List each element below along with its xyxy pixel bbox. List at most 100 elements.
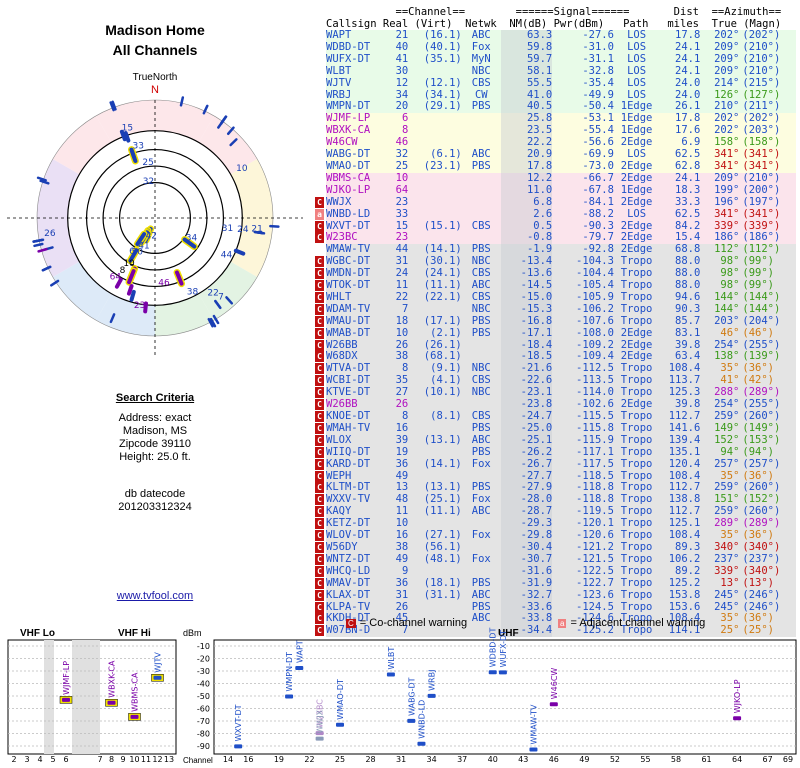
table-row[interactable]: WUFX-DT 41 (35.1) MyN 59.7 -31.1 LOS 24.1 209° (2… — [326, 52, 796, 66]
table-row[interactable]: KTVE-DT C 27 (10.1) NBC -23.1 -114.0 Tropo 125.3… — [315, 386, 796, 400]
station-label: WXVT-DT — [234, 704, 243, 741]
table-row[interactable]: W26BB C 26 (26.1) -18.4 -109.2 2Edge 39.8 254° (2… — [315, 339, 796, 352]
criteria-heading: Search Criteria — [115, 392, 195, 404]
table-row[interactable]: KARD-DT C 36 (14.1) Fox -26.7 -117.5 Tropo 120.4… — [315, 458, 796, 471]
table-cell-mag: (204°) — [742, 314, 781, 327]
table-row[interactable]: WMAH-TV C 16 PBS -25.0 -115.8 Tropo 141.6 149° (1… — [315, 422, 796, 435]
table-cell-az: 254° — [714, 398, 740, 411]
spectrum-station[interactable]: WJMF-LP — [59, 661, 73, 704]
spectrum-station[interactable]: WJTV — [151, 652, 164, 682]
table-row[interactable]: WLOV-DT C 16 (27.1) Fox -29.8 -120.6 Tropo 108.4… — [315, 529, 796, 542]
spectrum-station[interactable]: WNBD-LD — [417, 700, 426, 746]
table-row[interactable]: WDBD-DT 40 (40.1) Fox 59.8 -31.0 LOS 24.1 209° (2… — [326, 41, 796, 54]
table-row[interactable]: WMAB-DT C 10 (2.1) PBS -17.1 -108.0 2Edge 83.1 46… — [315, 327, 796, 340]
table-row[interactable]: W68DX C 38 (68.1) -18.5 -109.4 2Edge 63.4 138° (1… — [315, 351, 796, 364]
spectrum-station[interactable]: WAPT — [295, 640, 304, 670]
table-cell-pwr: -31.1 — [582, 52, 614, 65]
table-row[interactable]: WJMF-LP 6 25.8 -53.1 1Edge 17.8 202° (202°) — [326, 112, 796, 126]
table-row[interactable]: WLBT 30 NBC 58.1 -32.8 LOS 24.1 209° (210°) — [326, 65, 796, 78]
table-row[interactable]: WABG-DT 32 (6.1) ABC 20.9 -69.9 LOS 62.5 341° (34… — [326, 148, 796, 161]
table-cell-virt — [408, 447, 461, 459]
adjacent-channel-text: = Adjacent channel warning — [570, 617, 706, 629]
table-row[interactable]: KLTM-DT C 13 (13.1) PBS -27.9 -118.8 Tropo 112.7… — [315, 482, 796, 495]
table-cell-cs: WTVA-DT C — [315, 362, 388, 375]
table-cell-path: 2Edge — [620, 159, 653, 172]
table-row[interactable]: WWJX C 23 6.8 -84.1 2Edge 33.3 196° (197°) — [315, 196, 796, 209]
co-channel-warning-icon: C — [315, 506, 324, 518]
table-row[interactable]: WAPT 21 (16.1) ABC 63.3 -27.6 LOS 17.8 202° (202°… — [326, 29, 796, 42]
table-row[interactable]: WMAU-DT C 18 (17.1) PBS -16.8 -107.6 Tropo 85.7 2… — [315, 314, 796, 328]
table-row[interactable]: WNTZ-DT C 49 (48.1) Fox -30.7 -121.5 Tropo 106.2… — [315, 553, 796, 566]
table-row[interactable]: WJTV 12 (12.1) CBS 55.5 -35.4 LOS 24.0 214° (215°… — [326, 77, 796, 90]
table-cell-miles: 17.6 — [675, 124, 701, 137]
table-cell-virt — [408, 185, 461, 197]
spectrum-station[interactable]: WMPN-DT — [285, 652, 294, 699]
table-row[interactable]: KETZ-DT C 10 -29.3 -120.1 Tropo 125.1 289° (289°… — [315, 517, 796, 531]
table-row[interactable]: WMAW-TV 44 (14.1) PBS -1.9 -92.8 2Edge 68.8 112°… — [326, 243, 796, 257]
table-cell-pwr: -92.8 — [582, 243, 614, 256]
spectrum-station[interactable]: WBMS-CA — [128, 672, 141, 721]
co-channel-warning-icon: C — [315, 339, 324, 351]
table-row[interactable]: KAQY C 11 (11.1) ABC -28.7 -119.5 Tropo 112.7 259… — [315, 505, 796, 519]
spectrum-station[interactable]: W23BC — [315, 699, 325, 736]
table-cell-pwr: -50.4 — [582, 100, 614, 113]
table-cell-miles: 113.7 — [668, 374, 701, 387]
table-row[interactable]: WXXV-TV C 48 (25.1) Fox -28.0 -118.8 Tropo 138.8… — [315, 493, 796, 507]
table-row[interactable]: W56DY C 38 (56.1) -30.4 -121.2 Tropo 89.3 340° (3… — [315, 541, 796, 554]
spectrum-station[interactable]: WABG-DT — [407, 677, 416, 723]
spectrum-station[interactable]: WMAO-DT — [336, 679, 345, 727]
channel-tick-label: 52 — [610, 755, 620, 764]
table-row[interactable]: WMPN-DT 20 (29.1) PBS 40.5 -50.4 1Edge 26.1 210°… — [326, 100, 796, 114]
spectrum-station[interactable]: WRBJ — [427, 670, 437, 698]
table-row[interactable]: WIIQ-DT C 19 PBS -26.2 -117.1 Tropo 135.1 94° (94… — [315, 446, 796, 459]
table-cell-net: PBS — [471, 600, 491, 613]
spectrum-station[interactable]: WJKO-LP — [733, 679, 742, 721]
table-cell-mag: (127°) — [742, 88, 781, 101]
spectrum-station[interactable]: WDBD-DT — [488, 627, 498, 675]
table-row[interactable]: W26BB C 26 -23.8 -102.6 2Edge 39.8 254° (255°) — [315, 398, 796, 411]
table-row[interactable]: WGBC-DT C 31 (30.1) NBC -13.4 -104.3 Tropo 88.0 9… — [315, 255, 796, 269]
table-row[interactable]: KNOE-DT C 8 (8.1) CBS -24.7 -115.5 Tropo 112.7 25… — [315, 410, 796, 423]
table-cell-az: 144° — [714, 290, 740, 303]
table-row[interactable]: WTVA-DT C 8 (9.1) NBC -21.6 -112.5 Tropo 108.4 35… — [315, 362, 796, 376]
table-cell-nm: 63.3 — [500, 29, 553, 42]
table-row[interactable]: W07BN-D C 7 -34.4 -125.2 Tropo 114.1 25° (25°) — [315, 624, 796, 638]
spectrum-station[interactable]: WBXK-CA — [105, 660, 118, 707]
table-row[interactable]: KLPA-TV C 26 PBS -33.6 -124.5 Tropo 153.6 245° (2… — [315, 600, 796, 614]
table-row[interactable]: W46CW 46 22.2 -56.6 2Edge 6.9 158° (158°) — [326, 136, 796, 150]
table-row[interactable]: WHCQ-LD C 9 -31.6 -122.5 Tropo 89.2 339° (340°) — [315, 565, 796, 578]
table-row[interactable]: WXVT-DT C 15 (15.1) CBS 0.5 -90.3 2Edge 84.2 339°… — [315, 219, 796, 233]
table-row[interactable]: WHLT C 22 (22.1) CBS -15.0 -105.9 Tropo 94.6 144°… — [315, 290, 796, 304]
table-row[interactable]: WBXK-CA 8 23.5 -55.4 1Edge 17.6 202° (203°) — [326, 124, 796, 138]
table-row[interactable]: WRBJ 34 (34.1) CW 41.0 -49.9 LOS 24.0 126° (127°) — [326, 88, 796, 102]
table-row[interactable]: WEPH C 49 -27.7 -118.5 Tropo 108.4 35° (36°) — [315, 470, 796, 483]
spectrum-station[interactable]: WWJX — [315, 709, 325, 741]
table-row[interactable]: WMDN-DT C 24 (24.1) CBS -13.6 -104.4 Tropo 88.0 9… — [315, 267, 796, 281]
table-row[interactable]: WJKO-LP 64 11.0 -67.8 1Edge 18.3 199° (200°) — [326, 184, 796, 197]
spectrum-station[interactable]: W46CW — [549, 668, 559, 707]
table-row[interactable]: WNBD-LD a 33 2.6 -88.2 LOS 62.5 341° (341°) — [315, 208, 796, 221]
table-row[interactable]: WCBI-DT C 35 (4.1) CBS -22.6 -113.5 Tropo 113.7 4… — [315, 374, 796, 388]
table-row[interactable]: W23BC C 23 -0.8 -79.7 2Edge 15.4 186° (186°) — [315, 232, 796, 245]
table-cell-real: 15 — [395, 219, 409, 232]
spectrum-station[interactable]: WLBT — [386, 647, 396, 677]
table-row[interactable]: WMAO-DT 25 (23.1) PBS 17.8 -73.0 2Edge 62.8 341°… — [326, 159, 796, 173]
table-row[interactable]: KLAX-DT C 31 (31.1) ABC -32.7 -123.6 Tropo 153.8… — [315, 589, 796, 602]
table-cell-real: 36 — [395, 576, 409, 589]
spectrum-station[interactable]: WUFX-DT — [498, 630, 508, 675]
table-cell-cs: WCBI-DT C — [315, 374, 388, 387]
channel-tick-label: 9 — [120, 755, 125, 764]
table-cell-virt: (34.1) — [423, 88, 462, 101]
table-row[interactable]: WBMS-CA 10 12.2 -66.7 2Edge 24.1 209° (210°) — [326, 171, 796, 185]
table-row[interactable]: WLOX C 39 (13.1) ABC -25.1 -115.9 Tropo 139.4 152… — [315, 434, 796, 447]
spectrum-station[interactable]: WXVT-DT — [234, 704, 243, 749]
table-cell-nm: -31.6 — [500, 565, 553, 578]
tvfool-link[interactable]: www.tvfool.com — [116, 590, 194, 602]
criteria-height: Height: 25.0 ft. — [119, 451, 191, 463]
table-row[interactable]: WMAV-DT C 36 (18.1) PBS -31.9 -122.7 Tropo 125.2… — [315, 576, 796, 590]
table-row[interactable]: WDAM-TV C 7 NBC -15.3 -106.2 Tropo 90.3 144° (144… — [315, 303, 796, 316]
table-row[interactable]: WTOK-DT C 11 (11.1) ABC -14.5 -105.4 Tropo 88.0 9… — [315, 279, 796, 292]
spectrum-station[interactable]: WMAW-TV — [529, 704, 538, 752]
dbm-tick-label: -30 — [197, 667, 210, 676]
table-cell-mag: (210°) — [742, 171, 781, 184]
